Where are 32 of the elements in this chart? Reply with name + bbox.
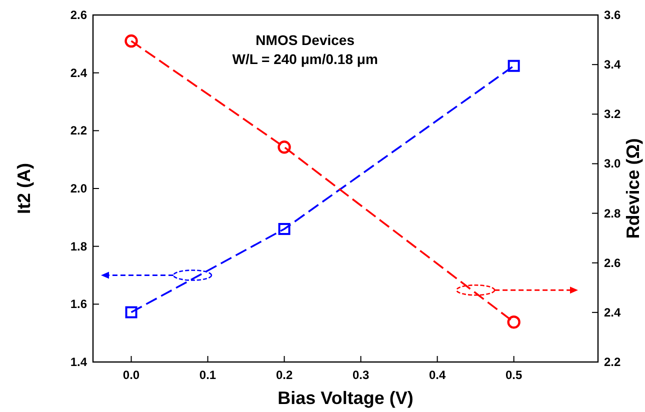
annotation: W/L = 240 μm/0.18 μm: [232, 51, 378, 67]
point: [278, 140, 291, 154]
y-axis-title: It2 (A): [14, 163, 34, 214]
y-tick-label: 1.6: [70, 297, 88, 312]
y2-tick-label: 3.2: [604, 107, 622, 122]
point: [507, 315, 520, 329]
y-tick-label: 2.4: [70, 66, 88, 80]
x-tick-label: 0.4: [428, 368, 446, 382]
y2-axis-title: Rdevice (Ω): [623, 138, 643, 239]
x-tick-label: 0.1: [199, 368, 216, 382]
y-tick-label: 1.8: [70, 239, 88, 254]
y2-tick-label: 2.2: [604, 355, 622, 369]
y-tick-label: 2.6: [70, 8, 88, 22]
y2-tick-label: 3.4: [604, 58, 622, 72]
x-tick-label: 0.3: [352, 368, 370, 382]
y2-tick-label: 3.0: [604, 156, 622, 171]
y-tick-label: 1.4: [70, 355, 88, 369]
point: [278, 222, 290, 235]
x-tick-label: 0.0: [122, 368, 140, 382]
y2-tick-label: 3.6: [604, 8, 622, 22]
y-tick-label: 2.0: [70, 182, 88, 196]
x-axis-title: Bias Voltage (V): [278, 388, 414, 408]
point: [124, 34, 138, 48]
y-tick-label: 2.2: [70, 124, 88, 138]
point: [125, 306, 138, 318]
point: [508, 60, 520, 72]
annotation: NMOS Devices: [256, 32, 355, 48]
x-tick-label: 0.2: [276, 368, 293, 382]
x-tick-label: 0.5: [505, 368, 522, 382]
y2-tick-label: 2.6: [604, 256, 622, 270]
y2-tick-label: 2.4: [604, 305, 622, 320]
y2-tick-label: 2.8: [604, 206, 622, 220]
